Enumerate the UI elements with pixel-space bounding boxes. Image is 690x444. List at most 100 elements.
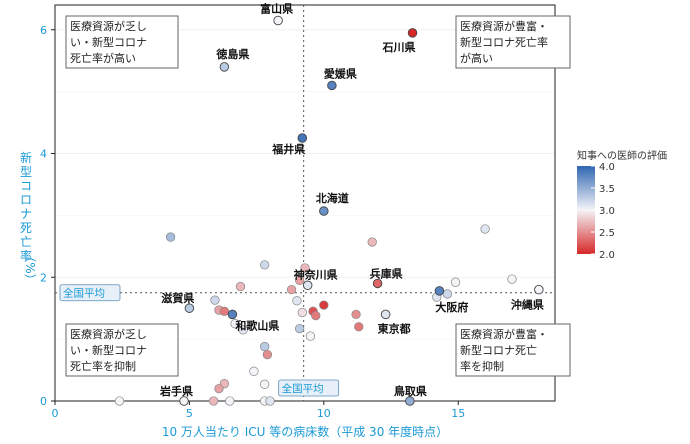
data-point-labeled	[372, 278, 383, 289]
point-label: 徳島県	[215, 47, 249, 61]
data-point	[292, 296, 302, 306]
legend-tick-label: 2.5	[599, 228, 615, 239]
data-point	[311, 310, 321, 321]
data-point	[230, 319, 240, 329]
quadrant-text: 医療資源が豊富・	[460, 19, 548, 33]
quadrant-box-bottom-left	[65, 323, 179, 377]
y-axis-title-char: 型	[20, 165, 32, 179]
x-tick-label: 10	[317, 407, 331, 420]
data-point	[297, 307, 307, 318]
x-tick-label: 15	[451, 407, 465, 420]
data-point	[367, 237, 377, 247]
plot-frame	[54, 4, 556, 402]
data-point	[450, 277, 461, 287]
data-point	[235, 281, 246, 292]
y-tick-label: 4	[40, 148, 47, 161]
y-tick-label: 2	[40, 271, 47, 284]
data-point-labeled	[219, 62, 230, 72]
avg-label-box-y	[59, 284, 121, 302]
point-label: 愛媛県	[324, 66, 357, 80]
data-point-labeled	[407, 28, 418, 38]
point-label: 北海道	[316, 191, 349, 205]
quadrant-text: 医療資源が乏し	[70, 327, 147, 341]
data-point	[114, 396, 125, 406]
avg-label-y: 全国平均	[63, 287, 105, 300]
legend-tick-label: 3.0	[599, 206, 615, 217]
data-point-labeled	[327, 80, 337, 91]
point-label: 神奈川県	[294, 267, 338, 281]
data-point-labeled	[434, 286, 445, 296]
point-label: 大阪府	[435, 300, 468, 314]
point-label: 岩手県	[159, 384, 193, 398]
data-point-labeled	[184, 303, 195, 313]
data-point	[260, 260, 270, 270]
data-point	[294, 275, 305, 285]
data-point-labeled	[319, 206, 329, 216]
data-point	[286, 284, 297, 295]
x-tick-label: 0	[52, 407, 59, 420]
y-axis-title: 新型コロナ死亡率（%）	[20, 150, 37, 286]
y-axis-title-char: 新	[20, 150, 32, 165]
data-point	[260, 341, 270, 352]
data-point	[294, 323, 305, 334]
data-point	[214, 383, 224, 394]
quadrant-text: 医療資源が乏し	[70, 19, 147, 33]
point-label: 滋賀県	[161, 291, 194, 305]
legend-title: 知事への医師の評価	[577, 149, 667, 162]
point-label: 和歌山県	[235, 318, 279, 332]
data-point	[305, 331, 316, 341]
data-point	[442, 289, 453, 299]
quadrant-notes: 医療資源が乏しい・新型コロナ死亡率が高い医療資源が豊富・新型コロナ死亡率が高い医…	[65, 15, 571, 377]
data-point-labeled	[227, 309, 238, 320]
data-point	[480, 224, 490, 234]
quadrant-box-bottom-right	[455, 323, 571, 377]
data-point-labeled	[534, 284, 544, 295]
point-label: 福井県	[271, 142, 305, 156]
quadrant-text: い・新型コロナ	[70, 35, 147, 49]
quadrant-text: 死亡率が高い	[70, 51, 136, 65]
x-axis-ticks: 0 5 10 15	[52, 401, 465, 420]
quadrant-text: 新型コロナ死亡率	[460, 35, 548, 49]
quadrant-text: 新型コロナ死亡	[460, 343, 537, 357]
legend-tick-label: 2.0	[599, 250, 615, 261]
national-average-lines	[55, 5, 555, 401]
data-point-labeled	[302, 280, 313, 291]
quadrant-text: い・新型コロナ	[70, 343, 147, 357]
data-points	[114, 15, 544, 406]
legend-tick-label: 4.0	[599, 162, 615, 173]
data-point-labeled	[273, 15, 283, 26]
quadrant-box-top-right	[455, 15, 571, 69]
data-point-labeled	[297, 133, 308, 143]
legend-colorbar	[577, 166, 595, 254]
data-point	[225, 396, 235, 406]
data-point-labeled	[179, 396, 189, 406]
y-tick-label: 6	[40, 24, 47, 37]
data-point	[208, 396, 219, 406]
data-point	[300, 263, 310, 273]
y-axis-title-char: コ	[20, 179, 32, 193]
point-label: 東京都	[378, 321, 411, 335]
point-label: 富山県	[260, 1, 293, 15]
data-point	[354, 322, 364, 332]
data-point	[219, 306, 230, 316]
avg-label-x: 全国平均	[282, 382, 324, 395]
data-point	[265, 396, 275, 406]
point-label: 沖縄県	[511, 298, 544, 312]
avg-label-box-x	[278, 379, 340, 397]
quadrant-text: 医療資源が豊富・	[460, 327, 548, 341]
legend-tick-label: 3.5	[599, 184, 615, 195]
data-point	[507, 274, 517, 284]
quadrant-text: 死亡率を抑制	[70, 359, 136, 373]
data-point	[260, 379, 270, 389]
data-point	[249, 366, 259, 376]
quadrant-text: 率を抑制	[460, 359, 504, 373]
quadrant-box-top-left	[65, 15, 179, 69]
point-label: 鳥取県	[394, 384, 427, 398]
data-point	[319, 300, 329, 310]
data-point	[351, 309, 361, 320]
point-label: 石川県	[382, 41, 416, 54]
data-point	[210, 295, 220, 305]
data-point-labeled	[405, 396, 415, 406]
